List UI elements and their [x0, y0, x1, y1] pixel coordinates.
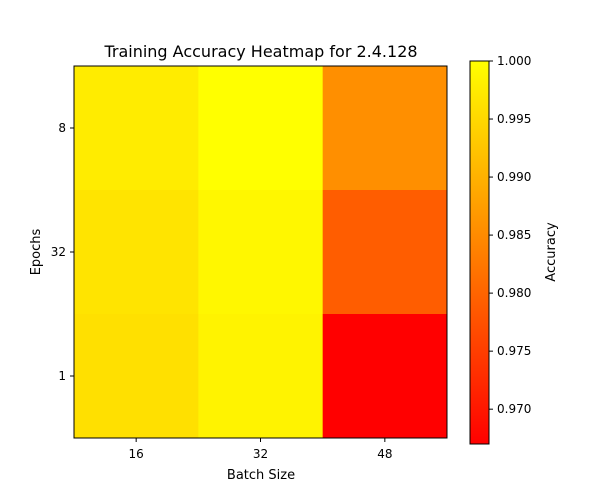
x-tick-label: 16 [129, 447, 144, 461]
x-axis-ticks: 16 32 48 [129, 438, 392, 461]
x-axis-label: Batch Size [227, 468, 295, 483]
y-axis-label: Epochs [29, 228, 44, 275]
heatmap-cell [322, 314, 448, 439]
colorbar-label: Accuracy [544, 222, 559, 282]
colorbar-tick-label: 0.970 [497, 402, 531, 416]
colorbar [469, 60, 490, 445]
colorbar-ticks: 0.970 0.975 0.980 0.985 0.990 0.995 1.000 [489, 54, 531, 416]
heatmap-cell [198, 314, 324, 439]
y-tick-label: 8 [58, 121, 66, 135]
heatmap-cell [74, 66, 199, 191]
heatmap-cell [198, 66, 324, 191]
y-axis-ticks: 8 32 1 [51, 121, 74, 383]
colorbar-tick-label: 0.995 [497, 112, 531, 126]
heatmap-cell [74, 314, 199, 439]
colorbar-tick-label: 1.000 [497, 54, 531, 68]
x-tick-label: 32 [253, 447, 268, 461]
chart-title: Training Accuracy Heatmap for 2.4.128 [103, 42, 417, 61]
y-tick-label: 1 [58, 369, 66, 383]
heatmap-cell [198, 190, 324, 315]
heatmap-cell [322, 66, 448, 191]
colorbar-tick-label: 0.985 [497, 228, 531, 242]
x-tick-label: 48 [377, 447, 392, 461]
colorbar-tick-label: 0.980 [497, 286, 531, 300]
y-tick-label: 32 [51, 245, 66, 259]
heatmap-cells [74, 66, 448, 439]
colorbar-tick-label: 0.975 [497, 344, 531, 358]
heatmap-cell [74, 190, 199, 315]
heatmap-cell [322, 190, 448, 315]
colorbar-tick-label: 0.990 [497, 170, 531, 184]
